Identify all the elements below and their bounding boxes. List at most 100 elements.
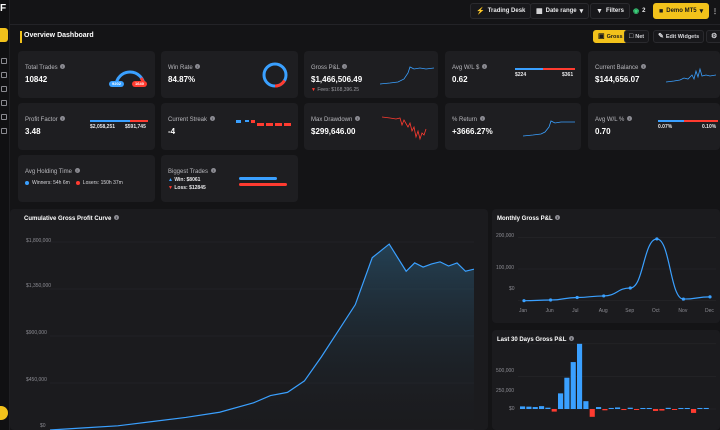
square-icon: □ [629, 33, 634, 40]
date-range-label: Date range [545, 8, 577, 14]
biggest-win-bar [239, 177, 277, 180]
signal-indicator[interactable]: ◉ 2 [630, 3, 648, 19]
monthly-x-tick: Oct [651, 308, 660, 314]
avg-wl-usd-card[interactable]: Avg W/L $ i 0.62 $224 $361 [445, 51, 581, 98]
last30-bar [520, 406, 526, 409]
last30-bar [684, 408, 690, 409]
monthly-y-tick: 100,000 [496, 265, 515, 271]
gross-win-value: $2,058,251 [90, 124, 116, 130]
max-drawdown-card[interactable]: Max Drawdown i $299,646.00 [304, 103, 438, 150]
win-rate-card[interactable]: Win Rate i 84.87% [161, 51, 298, 98]
fees-row: ▼ Fees: $168,396.25 [311, 87, 359, 93]
last30-bar [697, 408, 703, 409]
fees-value: Fees: $168,396.25 [317, 87, 360, 93]
monthly-point [628, 286, 632, 290]
current-balance-card[interactable]: Current Balance i $144,656.07 [588, 51, 720, 98]
nav-reports-icon[interactable] [1, 86, 7, 92]
last30-title-text: Last 30 Days Gross P&L [497, 337, 567, 343]
help-button[interactable] [0, 406, 8, 420]
logo-icon[interactable]: F [0, 3, 7, 14]
gross-pnl-sparkline [380, 66, 434, 85]
last30-bar [558, 393, 564, 409]
last30-bar [608, 407, 614, 409]
biggest-win-row: ▲ Win: $8061 [168, 177, 200, 183]
nav-journal-icon[interactable] [1, 72, 7, 78]
monthly-chart-title: Monthly Gross P&L i [497, 215, 561, 222]
pct-return-card[interactable]: % Return i +3666.27% [445, 103, 581, 150]
nav-trades-icon[interactable] [1, 100, 7, 106]
info-icon: i [60, 64, 66, 69]
biggest-loss-row: ▼ Loss: $12845 [168, 185, 206, 191]
return-sparkline [523, 120, 575, 137]
info-icon: i [482, 64, 488, 69]
last30-bar [665, 407, 671, 409]
monthly-point [522, 299, 526, 303]
net-toggle[interactable]: □ Net [624, 30, 650, 43]
avg-win-pct-value: 0.07% [658, 124, 673, 130]
card-label: Total Trades i [25, 64, 66, 71]
account-selector[interactable]: ■ Demo MT5 ▾ [653, 3, 710, 19]
gross-pnl-card[interactable]: Gross P&L i $1,466,506.49 ▼ Fees: $168,3… [304, 51, 438, 98]
avg-loss-pct-value: 0.10% [702, 124, 717, 130]
more-button[interactable]: ⚙ [706, 30, 720, 43]
briefcase-icon: ■ [659, 7, 664, 15]
trading-desk-button[interactable]: ⚡ Trading Desk [470, 3, 532, 19]
monthly-y-tick: 200,000 [496, 233, 515, 239]
avg-win-value: $224 [515, 72, 527, 78]
card-label: Current Balance i [595, 64, 647, 71]
info-icon: i [209, 116, 215, 121]
date-range-button[interactable]: ▦ Date range ▾ [530, 3, 590, 19]
monthly-point [681, 297, 686, 301]
card-label: Avg W/L $ i [452, 64, 488, 71]
monthly-chart [518, 237, 716, 303]
down-arrow-icon: ▼ [168, 185, 175, 191]
total-trades-card[interactable]: Total Trades i 10842 9202 1640 [18, 51, 155, 98]
title-accent [20, 31, 22, 43]
info-icon: i [74, 168, 80, 173]
menu-icon[interactable]: ⋮ [712, 8, 718, 15]
lightning-icon: ⚡ [476, 7, 485, 15]
avg-holding-card[interactable]: Avg Holding Time i Winners: 54h 6m Loser… [18, 155, 155, 202]
gross-loss-bar [130, 120, 148, 122]
current-streak-label: Current Streak [168, 117, 208, 123]
last30-bar [615, 407, 621, 409]
gross-toggle[interactable]: ▣ Gross [593, 30, 628, 43]
gross-win-bar [90, 120, 130, 122]
last30-bar [545, 407, 551, 409]
profit-factor-card[interactable]: Profit Factor i 3.48 $2,058,251 $591,745 [18, 103, 155, 150]
sparkline-line [666, 67, 716, 83]
nav-calendar-icon[interactable] [1, 58, 7, 64]
donut-loss-ring [274, 79, 286, 88]
biggest-loss-bar [239, 183, 287, 186]
monthly-x-tick: Jun [545, 308, 554, 314]
last30-y-tick: 250,000 [496, 388, 515, 394]
avg-wl-pct-label: Avg W/L % [595, 117, 625, 123]
filters-button[interactable]: ▼ Filters [590, 3, 630, 19]
cumulative-title-text: Cumulative Gross Profit Curve [24, 216, 112, 222]
nav-rail: F [0, 0, 10, 430]
last30-bar [640, 408, 646, 409]
current-streak-value: -4 [168, 127, 176, 136]
last30-bar [564, 377, 570, 409]
sparkline-line [523, 120, 575, 137]
header-divider [10, 24, 720, 25]
last30-bar [551, 409, 557, 412]
balance-sparkline [666, 67, 716, 83]
streak-win-mark [236, 120, 241, 123]
account-label: Demo MT5 [666, 8, 697, 14]
total-trades-value: 10842 [25, 75, 48, 84]
card-label: % Return i [452, 116, 485, 123]
monthly-point [708, 295, 712, 299]
cumulative-area [50, 244, 474, 430]
edit-widgets-button[interactable]: ✎ Edit Widgets [653, 30, 705, 43]
cumulative-chart-title: Cumulative Gross Profit Curve i [24, 215, 120, 222]
nav-dashboard-icon[interactable] [0, 28, 8, 42]
nav-stats-icon[interactable] [1, 114, 7, 120]
card-label: Avg Holding Time i [25, 168, 80, 175]
avg-wl-pct-card[interactable]: Avg W/L % i 0.70 0.07% 0.10% [588, 103, 720, 150]
biggest-trades-label: Biggest Trades [168, 169, 209, 175]
nav-settings-icon[interactable] [1, 128, 7, 134]
biggest-trades-card[interactable]: Biggest Trades i ▲ Win: $8061 ▼ Loss: $1… [161, 155, 298, 202]
current-streak-card[interactable]: Current Streak i -4 [161, 103, 298, 150]
losers-holding: Losers: 150h 37m [82, 180, 123, 186]
